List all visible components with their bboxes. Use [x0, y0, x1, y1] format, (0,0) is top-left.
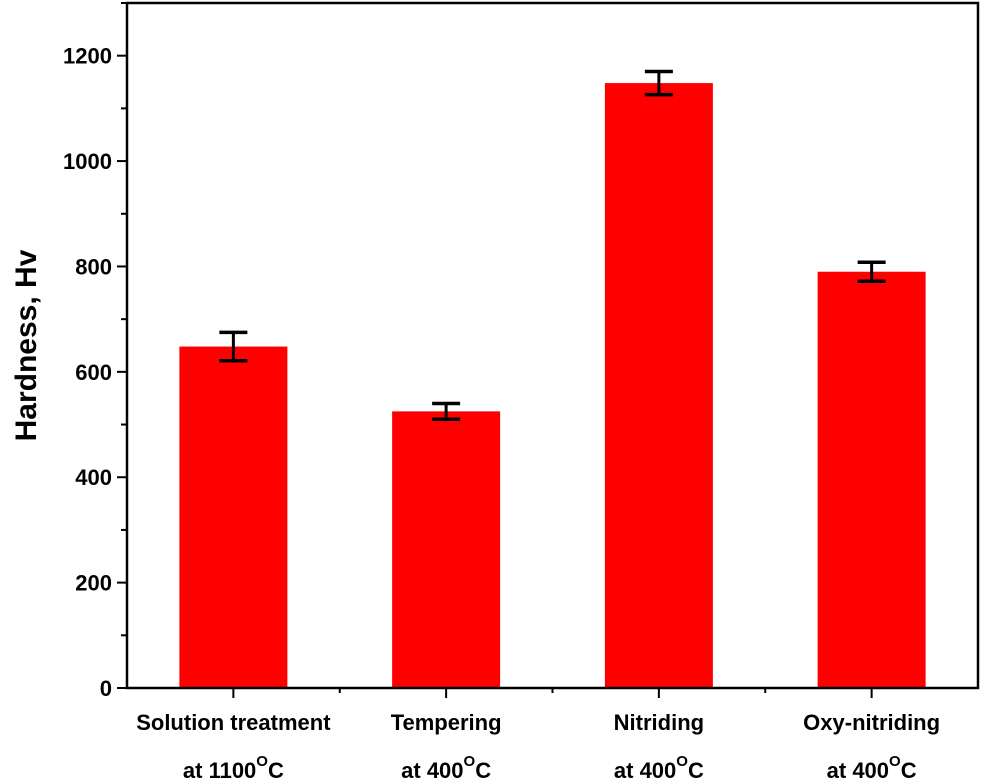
degree-sup: O: [464, 753, 476, 770]
y-tick-label: 200: [75, 571, 112, 596]
x-category-sublabel: at 400OC: [614, 753, 704, 780]
degree-sup: O: [256, 753, 268, 770]
x-category-sublabel: at 1100OC: [183, 753, 284, 780]
x-category-label: Oxy-nitriding: [803, 710, 940, 735]
y-tick-label: 0: [100, 676, 112, 701]
y-axis: 0 200 400 600 800 1000 1200: [63, 2, 127, 701]
sublabel-pre: at 400: [827, 758, 889, 780]
bars-group: [179, 83, 926, 689]
x-category-label: Tempering: [391, 710, 502, 735]
sublabel-post: C: [475, 758, 491, 780]
bar: [604, 83, 713, 689]
degree-sup: O: [676, 753, 688, 770]
x-category-sublabel: at 400OC: [827, 753, 917, 780]
y-tick-label: 600: [75, 360, 112, 385]
bar: [392, 411, 501, 688]
sublabel-pre: at 400: [401, 758, 463, 780]
x-category-sublabel: at 400OC: [401, 753, 491, 780]
sublabel-post: C: [688, 758, 704, 780]
degree-sup: O: [889, 753, 901, 770]
bar: [817, 271, 926, 688]
error-bars-group: [219, 69, 886, 422]
sublabel-post: C: [901, 758, 917, 780]
y-axis-title: Hardness, Hv: [10, 249, 43, 441]
sublabel-pre: at 1100: [183, 758, 256, 780]
y-tick-label: 1000: [63, 149, 112, 174]
sublabel-pre: at 400: [614, 758, 676, 780]
x-category-label: Solution treatment: [136, 710, 331, 735]
y-tick-label: 400: [75, 465, 112, 490]
x-category-label: Nitriding: [614, 710, 704, 735]
sublabel-post: C: [268, 758, 284, 780]
y-tick-label: 1200: [63, 44, 112, 69]
bar: [179, 346, 288, 688]
plot-frame: [125, 1, 980, 690]
y-tick-label: 800: [75, 254, 112, 279]
